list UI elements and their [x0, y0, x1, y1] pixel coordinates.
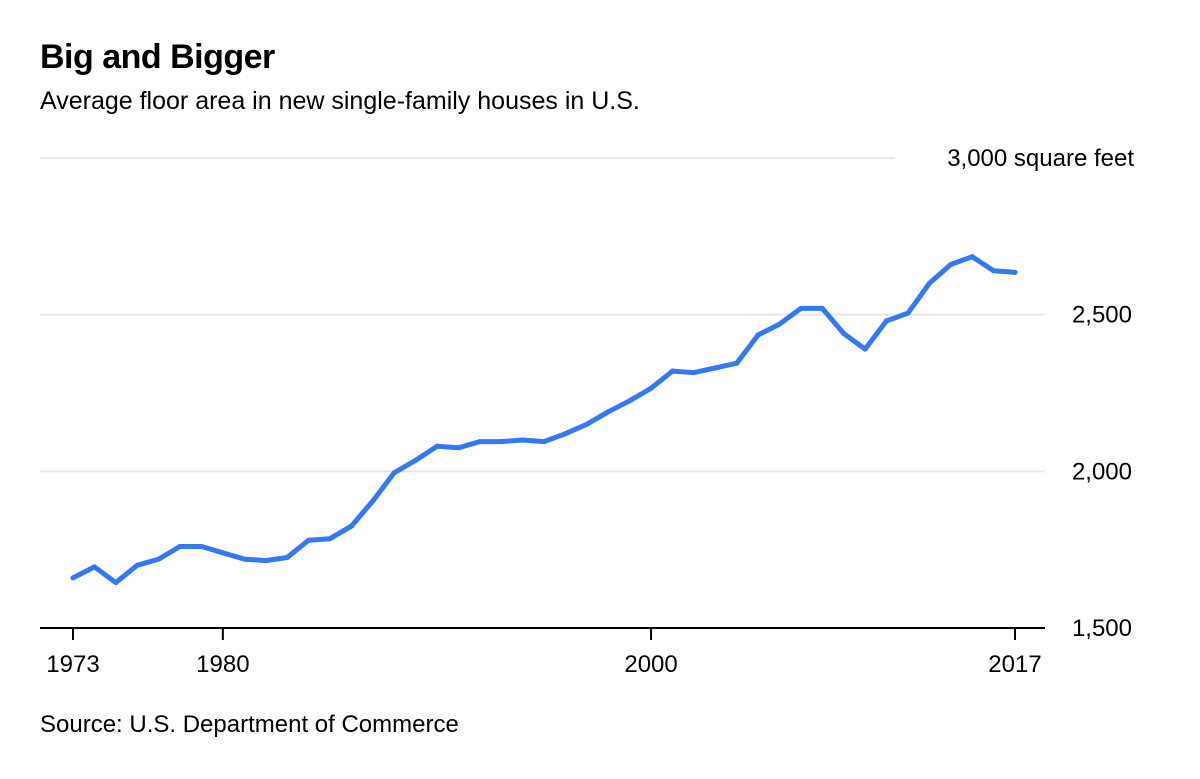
data-point-2015 [969, 254, 975, 260]
y-tick-label: 3,000 square feet [947, 145, 1134, 172]
data-point-2017 [1012, 269, 1018, 275]
data-point-1979 [199, 544, 204, 549]
data-point-1986 [348, 523, 354, 529]
data-point-1987 [370, 498, 376, 504]
x-tick-label: 2000 [624, 651, 677, 678]
data-point-1993 [498, 439, 504, 445]
data-point-1976 [134, 562, 140, 568]
data-point-1999 [627, 398, 633, 404]
data-point-2006 [777, 321, 782, 327]
data-point-1978 [177, 544, 183, 549]
data-point-1974 [91, 564, 97, 570]
y-tick-label: 1,500 [1072, 615, 1132, 642]
gridlines [40, 157, 1045, 473]
data-point-2014 [948, 262, 954, 267]
data-point-1996 [562, 431, 568, 437]
data-point-1977 [156, 556, 162, 562]
data-point-1984 [306, 537, 311, 543]
data-point-1980 [220, 550, 226, 556]
chart-title: Big and Bigger [40, 38, 275, 76]
data-point-1985 [327, 536, 333, 542]
data-point-1981 [241, 556, 247, 562]
y-tick-label: 2,000 [1072, 458, 1132, 485]
data-point-2007 [798, 305, 804, 311]
data-point-1998 [605, 409, 611, 415]
data-point-1991 [455, 445, 461, 451]
data-point-2001 [670, 368, 675, 374]
y-tick-label: 2,500 [1072, 302, 1132, 329]
source-note: Source: U.S. Department of Commerce [40, 711, 459, 738]
chart-subtitle: Average floor area in new single-family … [40, 87, 640, 115]
data-point-1997 [584, 421, 590, 427]
x-tick-label: 1980 [196, 651, 249, 678]
data-point-1994 [520, 437, 526, 443]
data-point-2009 [841, 331, 847, 336]
data-point-1989 [413, 457, 418, 463]
data-point-2002 [691, 370, 697, 376]
tick-labels: 1,500 2,000 2,500 3,000 square feet 1973 1980… [46, 145, 1134, 678]
data-point-2016 [991, 268, 997, 274]
data-point-2008 [819, 305, 825, 311]
data-point-2000 [648, 385, 654, 391]
data-point-2003 [712, 365, 718, 371]
x-tick-label: 2017 [988, 651, 1041, 678]
data-point-1975 [113, 580, 119, 586]
data-point-1973 [70, 575, 76, 581]
data-point-1990 [434, 443, 440, 449]
data-point-1988 [391, 470, 397, 476]
data-point-2010 [862, 346, 868, 352]
data-point-1992 [477, 439, 483, 445]
axes [40, 627, 1045, 640]
data-point-2012 [905, 310, 911, 316]
data-point-1983 [284, 555, 290, 560]
data-point-2004 [734, 360, 740, 366]
series-line-0 [70, 254, 1018, 586]
data-point-2013 [926, 280, 932, 286]
data-point-2005 [755, 332, 761, 338]
data-point-2011 [884, 318, 889, 324]
data-point-1982 [263, 558, 269, 564]
x-tick-label: 1973 [46, 651, 99, 678]
data-point-1995 [541, 439, 547, 445]
series-layer [70, 254, 1018, 586]
